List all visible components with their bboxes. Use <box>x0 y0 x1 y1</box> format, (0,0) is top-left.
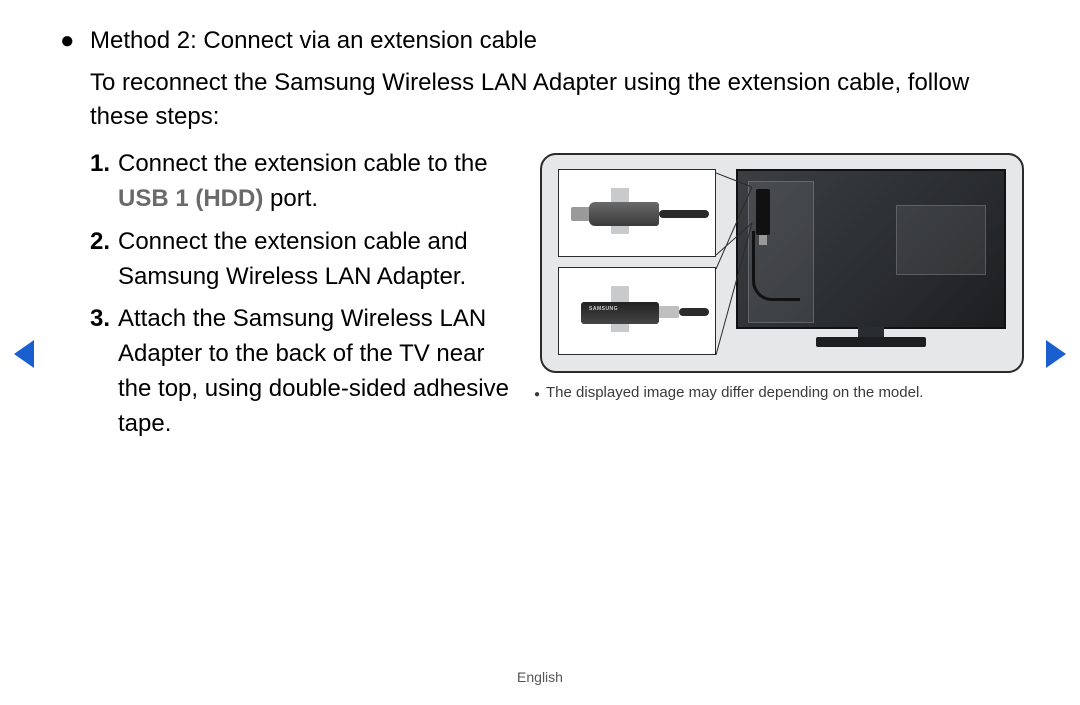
caption-bullet-icon: ● <box>534 388 540 402</box>
step-2: Connect the extension cable and Samsung … <box>90 225 510 295</box>
tv-mounted-adapter <box>756 189 770 235</box>
wlan-adapter-tip <box>659 306 679 318</box>
bullet-icon: ● <box>60 24 90 58</box>
cable-plug-body <box>589 202 659 226</box>
wlan-adapter-brand: SAMSUNG <box>589 306 618 312</box>
intro-text: To reconnect the Samsung Wireless LAN Ad… <box>90 66 1020 136</box>
detail-panel-cable <box>558 169 716 257</box>
tv-back <box>736 169 1006 329</box>
step-1: Connect the extension cable to the USB 1… <box>90 147 510 217</box>
cable-wire <box>659 210 709 218</box>
usb-port-label: USB 1 (HDD) <box>118 185 263 212</box>
nav-next-icon[interactable] <box>1046 340 1066 368</box>
page: ●Method 2: Connect via an extension cabl… <box>0 0 1080 705</box>
detail-panel-adapter: SAMSUNG <box>558 267 716 355</box>
step-1-post: port. <box>263 185 318 212</box>
steps-list: Connect the extension cable to the USB 1… <box>90 147 510 441</box>
figure-illustration: SAMSUNG <box>540 153 1024 373</box>
figure-column: SAMSUNG <box>510 147 1024 403</box>
method-heading: ●Method 2: Connect via an extension cabl… <box>60 24 1020 58</box>
tv-cable-run <box>752 231 800 301</box>
page-language-footer: English <box>0 669 1080 685</box>
tv-panel-right <box>896 205 986 275</box>
figure-caption: ● The displayed image may differ dependi… <box>540 383 1024 403</box>
nav-prev-icon[interactable] <box>14 340 34 368</box>
figure-caption-text: The displayed image may differ depending… <box>546 384 923 401</box>
step-3: Attach the Samsung Wireless LAN Adapter … <box>90 302 510 441</box>
tv-illustration <box>736 169 1006 355</box>
wlan-adapter-cable <box>679 308 709 316</box>
content-row: Connect the extension cable to the USB 1… <box>60 147 1020 449</box>
method-title: Method 2: Connect via an extension cable <box>90 27 537 54</box>
steps-column: Connect the extension cable to the USB 1… <box>90 147 510 449</box>
step-1-pre: Connect the extension cable to the <box>118 150 488 177</box>
tv-stand-base <box>816 337 926 347</box>
